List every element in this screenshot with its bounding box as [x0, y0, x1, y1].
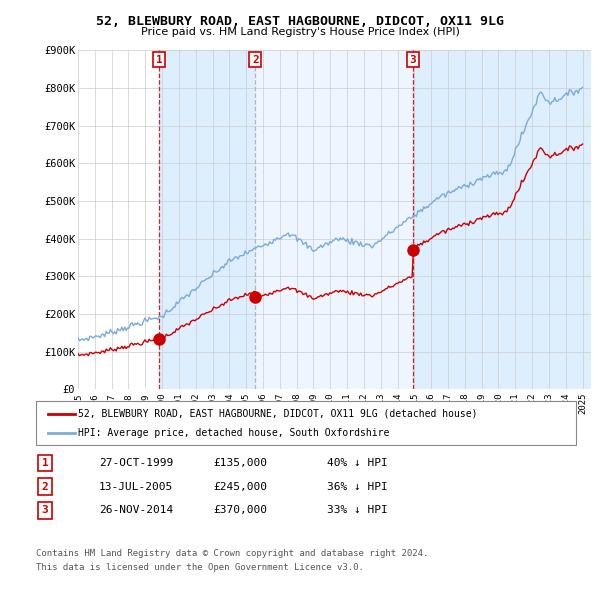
Text: 26-NOV-2014: 26-NOV-2014: [99, 506, 173, 515]
Bar: [255, 50, 413, 389]
Text: HPI: Average price, detached house, South Oxfordshire: HPI: Average price, detached house, Sout…: [78, 428, 389, 438]
Text: 13-JUL-2005: 13-JUL-2005: [99, 482, 173, 491]
Text: 52, BLEWBURY ROAD, EAST HAGBOURNE, DIDCOT, OX11 9LG (detached house): 52, BLEWBURY ROAD, EAST HAGBOURNE, DIDCO…: [78, 409, 478, 418]
Text: Contains HM Land Registry data © Crown copyright and database right 2024.: Contains HM Land Registry data © Crown c…: [36, 549, 428, 558]
Text: 3: 3: [41, 506, 49, 515]
Text: 27-OCT-1999: 27-OCT-1999: [99, 458, 173, 468]
Text: 3: 3: [409, 54, 416, 64]
Text: £135,000: £135,000: [213, 458, 267, 468]
Text: This data is licensed under the Open Government Licence v3.0.: This data is licensed under the Open Gov…: [36, 563, 364, 572]
Text: 36% ↓ HPI: 36% ↓ HPI: [327, 482, 388, 491]
Text: £370,000: £370,000: [213, 506, 267, 515]
Text: 33% ↓ HPI: 33% ↓ HPI: [327, 506, 388, 515]
Text: 2: 2: [41, 482, 49, 491]
Bar: [159, 50, 255, 389]
Text: 2: 2: [252, 54, 259, 64]
Bar: [413, 50, 591, 389]
Text: 1: 1: [155, 54, 163, 64]
Text: 52, BLEWBURY ROAD, EAST HAGBOURNE, DIDCOT, OX11 9LG: 52, BLEWBURY ROAD, EAST HAGBOURNE, DIDCO…: [96, 15, 504, 28]
Text: 40% ↓ HPI: 40% ↓ HPI: [327, 458, 388, 468]
Text: Price paid vs. HM Land Registry's House Price Index (HPI): Price paid vs. HM Land Registry's House …: [140, 27, 460, 37]
Text: £245,000: £245,000: [213, 482, 267, 491]
Text: 1: 1: [41, 458, 49, 468]
